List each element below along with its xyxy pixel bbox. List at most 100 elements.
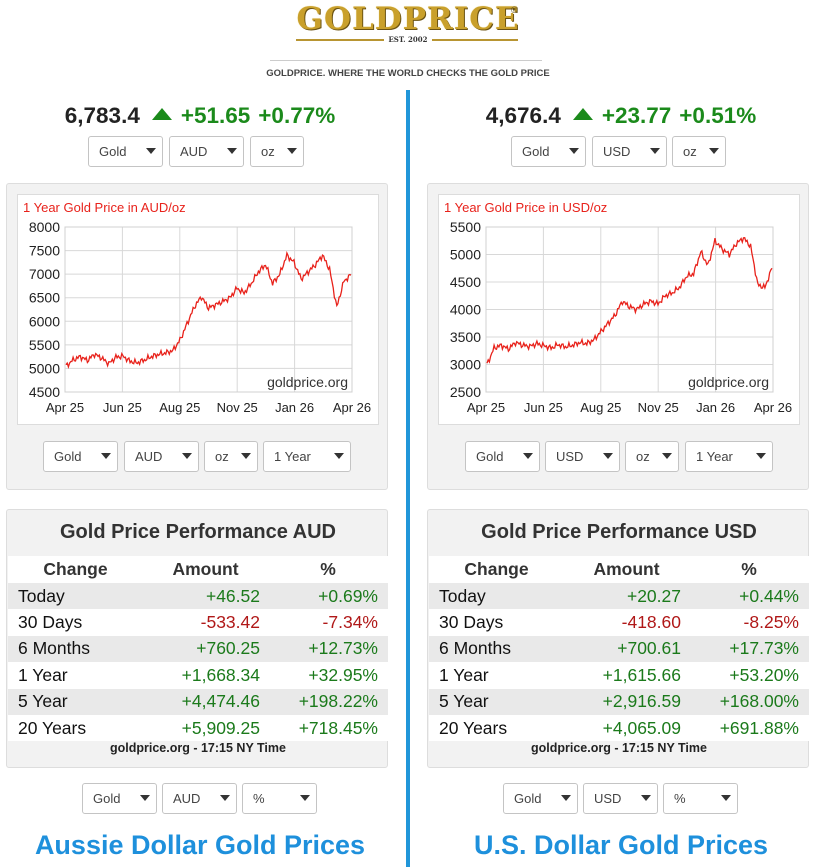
row-amount: +2,916.59 <box>564 688 689 715</box>
logo-est: EST. 2002 <box>0 35 816 44</box>
unit-select[interactable]: oz <box>672 136 726 167</box>
row-percent: +17.73% <box>689 635 809 663</box>
unit-select-value: oz <box>261 144 275 159</box>
perf-metal-select[interactable]: Gold <box>82 783 157 814</box>
row-label: 6 Months <box>8 635 143 663</box>
section-title-link[interactable]: Aussie Dollar Gold Prices <box>34 830 366 860</box>
tagline: GOLDPRICE. WHERE THE WORLD CHECKS THE GO… <box>266 68 550 79</box>
row-label: 20 Years <box>429 714 564 742</box>
perf-currency-select[interactable]: USD <box>583 783 658 814</box>
unit-select[interactable]: oz <box>250 136 304 167</box>
chart-metal-select[interactable]: Gold <box>43 441 118 472</box>
performance-title: Gold Price Performance AUD <box>59 521 336 543</box>
chart-unit-select[interactable]: oz <box>625 441 679 472</box>
chart-currency-select[interactable]: AUD <box>124 441 199 472</box>
performance-rows: Today +20.27 +0.44% 30 Days -418.60 -8.25% 6 M… <box>429 583 809 742</box>
chevron-down-icon <box>287 148 297 154</box>
table-row: 1 Year +1,668.34 +32.95% <box>8 662 388 689</box>
col-header-change: Change <box>8 556 143 583</box>
row-label: 30 Days <box>429 609 564 636</box>
row-label: Today <box>8 583 143 610</box>
chart-title: 1 Year Gold Price in USD/oz <box>444 200 607 215</box>
row-amount: +760.25 <box>143 635 268 663</box>
perf-mode-value: % <box>674 791 686 806</box>
chart-watermark: goldprice.org <box>267 374 348 390</box>
x-tick-label: Apr 25 <box>467 400 505 415</box>
row-label: 5 Year <box>429 688 564 715</box>
row-amount: -533.42 <box>143 609 268 636</box>
chevron-down-icon <box>721 795 731 801</box>
table-row: Today +46.52 +0.69% <box>8 583 388 610</box>
price-series-line <box>486 237 773 364</box>
tagline-rule <box>270 60 542 61</box>
chevron-down-icon <box>140 795 150 801</box>
y-tick-label: 3000 <box>450 357 481 373</box>
quote-change: +51.65 <box>180 103 251 128</box>
row-percent: +12.73% <box>268 635 388 663</box>
x-tick-label: Jun 25 <box>103 400 142 415</box>
row-percent: +0.69% <box>268 583 388 610</box>
chart-unit-value: oz <box>215 449 229 464</box>
metal-select[interactable]: Gold <box>88 136 163 167</box>
quote-price: 4,676.4 <box>485 103 561 128</box>
perf-mode-select[interactable]: % <box>663 783 738 814</box>
chart-panel: 1 Year Gold Price in AUD/oz 8000 7500 7000 6… <box>6 183 388 490</box>
column-divider <box>406 90 410 867</box>
quote-percent: +0.51% <box>679 103 757 128</box>
chevron-down-icon <box>561 795 571 801</box>
chart-range-value: 1 Year <box>696 449 733 464</box>
x-tick-label: Aug 25 <box>580 400 621 415</box>
plot-frame <box>64 226 353 393</box>
logo-est-text: EST. 2002 <box>384 35 432 44</box>
col-header-amount: Amount <box>143 556 268 583</box>
col-header-change: Change <box>429 556 564 583</box>
row-percent: +53.20% <box>689 662 809 689</box>
chart-range-select[interactable]: 1 Year <box>263 441 351 472</box>
table-row: 5 Year +4,474.46 +198.22% <box>8 688 388 715</box>
performance-footer: goldprice.org - 17:15 NY Time <box>110 741 286 755</box>
chart-range-select[interactable]: 1 Year <box>685 441 773 472</box>
perf-metal-select[interactable]: Gold <box>503 783 578 814</box>
row-label: 5 Year <box>8 688 143 715</box>
chart-unit-select[interactable]: oz <box>204 441 258 472</box>
performance-title: Gold Price Performance USD <box>481 521 757 543</box>
price-chart: 1 Year Gold Price in USD/oz 5500 5000 4500 4… <box>438 194 800 425</box>
row-amount: +46.52 <box>143 583 268 610</box>
row-amount: +1,668.34 <box>143 662 268 689</box>
y-tick-label: 6500 <box>29 290 60 306</box>
perf-currency-select[interactable]: AUD <box>162 783 237 814</box>
perf-mode-select[interactable]: % <box>242 783 317 814</box>
section-title-link[interactable]: U.S. Dollar Gold Prices <box>473 830 769 860</box>
chevron-down-icon <box>227 148 237 154</box>
logo-text: GOLDPRICE <box>296 1 520 37</box>
chevron-down-icon <box>146 148 156 154</box>
chevron-down-icon <box>603 453 613 459</box>
currency-select-value: AUD <box>180 144 208 159</box>
table-row: 5 Year +2,916.59 +168.00% <box>429 688 809 715</box>
y-tick-label: 5500 <box>450 219 481 235</box>
chart-currency-select[interactable]: USD <box>545 441 620 472</box>
row-label: 1 Year <box>429 662 564 689</box>
metal-select[interactable]: Gold <box>511 136 586 167</box>
price-chart-svg: 1 Year Gold Price in AUD/oz 8000 7500 7000 6… <box>23 200 371 415</box>
table-row: 1 Year +1,615.66 +53.20% <box>429 662 809 689</box>
x-tick-label: Apr 26 <box>333 400 371 415</box>
y-tick-label: 7000 <box>29 266 60 282</box>
chart-metal-select[interactable]: Gold <box>465 441 540 472</box>
row-percent: +0.44% <box>689 583 809 610</box>
performance-rows: Today +46.52 +0.69% 30 Days -533.42 -7.34% 6 M… <box>8 583 388 742</box>
y-tick-label: 4000 <box>450 302 481 318</box>
row-amount: +4,474.46 <box>143 688 268 715</box>
row-label: 6 Months <box>429 635 564 663</box>
quote-change: +23.77 <box>601 103 672 128</box>
row-percent: +691.88% <box>689 714 809 742</box>
chevron-down-icon <box>569 148 579 154</box>
chevron-down-icon <box>101 453 111 459</box>
currency-select[interactable]: AUD <box>169 136 244 167</box>
price-chart: 1 Year Gold Price in AUD/oz 8000 7500 7000 6… <box>17 194 379 425</box>
row-label: Today <box>429 583 564 610</box>
row-amount: +20.27 <box>564 583 689 610</box>
currency-select[interactable]: USD <box>592 136 667 167</box>
col-header-percent: % <box>689 556 809 583</box>
goldprice-logo[interactable]: GOLDPRICE <box>0 2 816 36</box>
